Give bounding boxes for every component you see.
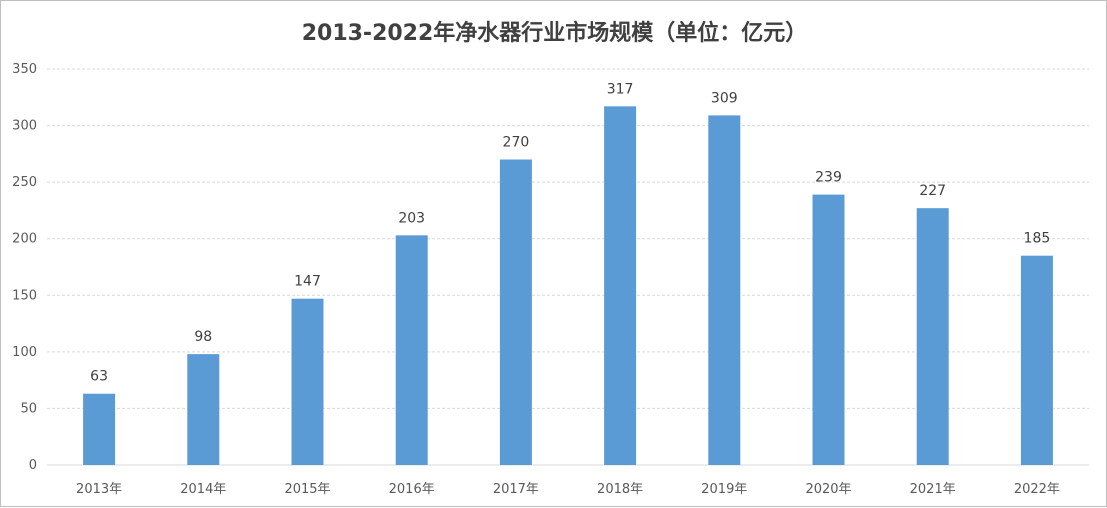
x-tick-label: 2019年 bbox=[701, 482, 747, 497]
chart-title: 2013-2022年净水器行业市场规模（单位：亿元） bbox=[301, 21, 808, 46]
x-tick-label: 2020年 bbox=[805, 482, 851, 497]
x-tick-label: 2022年 bbox=[1014, 482, 1060, 497]
y-tick-label: 50 bbox=[20, 401, 37, 416]
data-label: 98 bbox=[194, 329, 212, 345]
y-tick-label: 300 bbox=[12, 119, 37, 134]
x-tick-label: 2021年 bbox=[910, 482, 956, 497]
y-tick-label: 200 bbox=[12, 232, 37, 247]
data-label: 203 bbox=[398, 210, 425, 226]
bar bbox=[83, 393, 116, 465]
x-tick-label: 2013年 bbox=[76, 482, 122, 497]
x-tick-label: 2015年 bbox=[284, 482, 330, 497]
data-label: 147 bbox=[294, 274, 321, 290]
data-label: 309 bbox=[711, 90, 738, 106]
data-label: 185 bbox=[1024, 231, 1051, 247]
bar bbox=[604, 106, 637, 465]
x-tick-label: 2016年 bbox=[389, 482, 435, 497]
y-tick-label: 100 bbox=[12, 345, 37, 360]
data-label: 270 bbox=[503, 135, 530, 151]
bar bbox=[395, 235, 428, 465]
x-tick-label: 2018年 bbox=[597, 482, 643, 497]
bar bbox=[499, 159, 532, 465]
x-tick-label: 2017年 bbox=[493, 482, 539, 497]
bar bbox=[708, 115, 741, 465]
bar bbox=[812, 194, 845, 466]
y-tick-label: 150 bbox=[12, 288, 37, 303]
bar bbox=[187, 354, 220, 465]
y-tick-label: 0 bbox=[29, 458, 37, 473]
y-tick-label: 250 bbox=[12, 175, 37, 190]
bar bbox=[291, 298, 324, 465]
data-label: 239 bbox=[815, 170, 842, 186]
x-tick-label: 2014年 bbox=[180, 482, 226, 497]
bar bbox=[1020, 255, 1053, 465]
data-label: 227 bbox=[919, 183, 946, 199]
bar bbox=[916, 208, 949, 465]
y-tick-label: 350 bbox=[12, 62, 37, 77]
data-label: 317 bbox=[607, 81, 634, 97]
data-label: 63 bbox=[90, 369, 108, 385]
